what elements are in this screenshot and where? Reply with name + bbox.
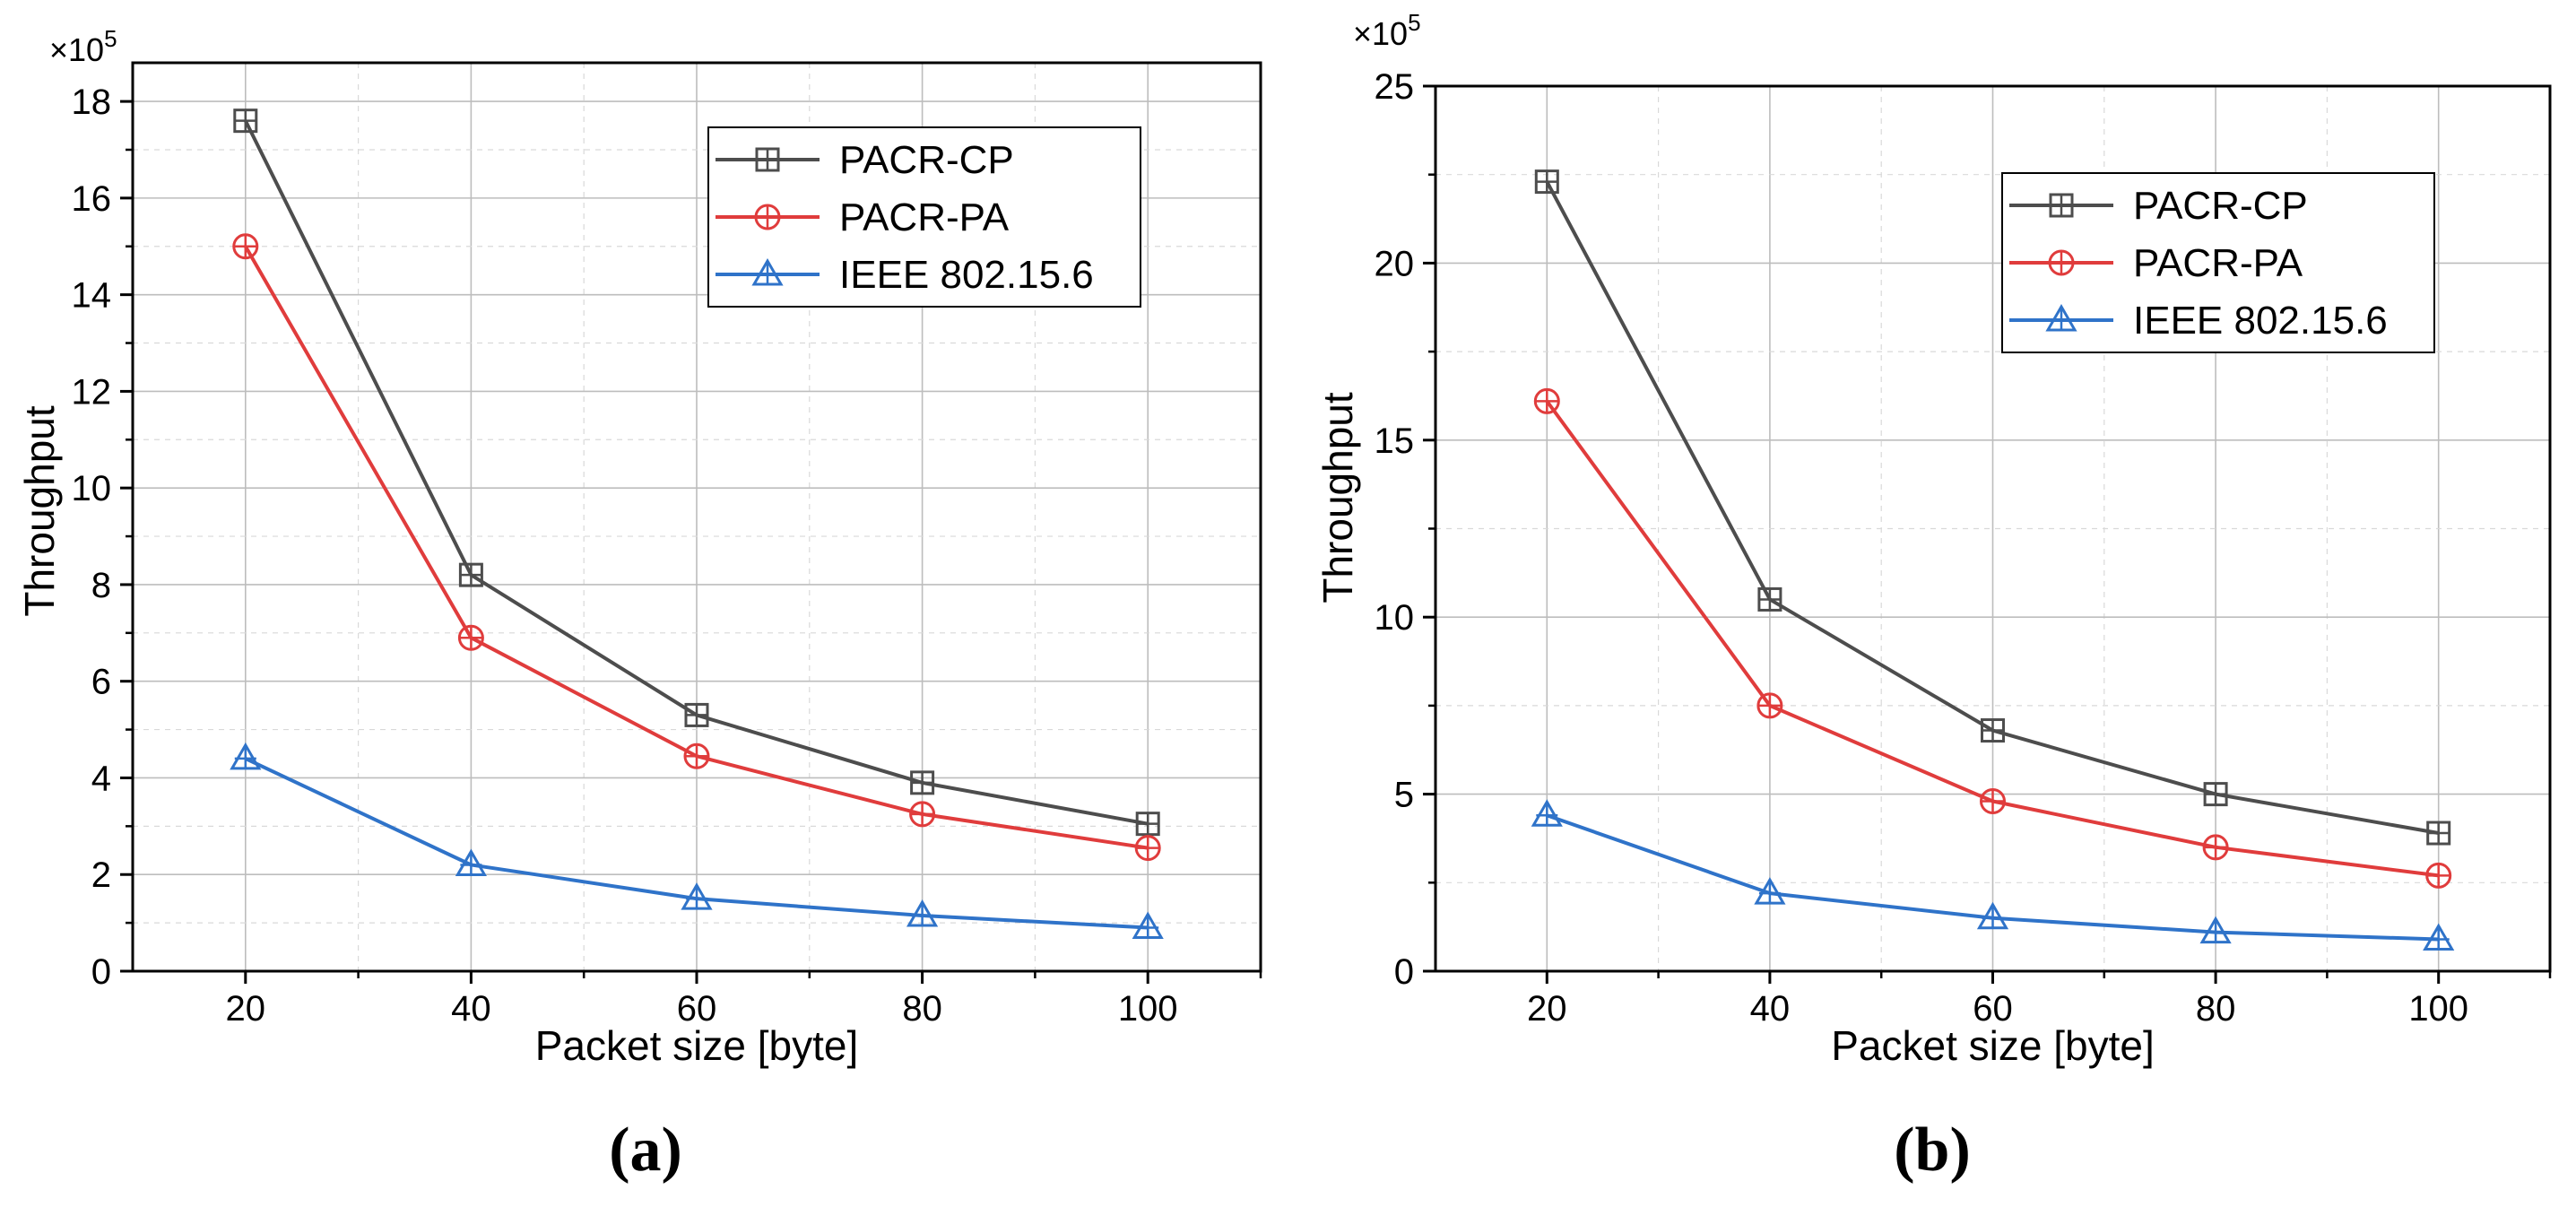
x-tick-label: 20 bbox=[226, 989, 266, 1029]
series-pacr-pa bbox=[1533, 387, 2452, 889]
y-tick-label: 0 bbox=[91, 952, 111, 992]
panel-caption: (b) bbox=[1894, 1116, 1971, 1185]
legend-label: PACR-PA bbox=[839, 195, 1010, 239]
x-tick-label: 100 bbox=[1118, 989, 1178, 1029]
data-point bbox=[909, 801, 936, 828]
y-tick-label: 18 bbox=[72, 82, 112, 122]
y-tick-label: 2 bbox=[91, 855, 111, 895]
y-tick-label: 14 bbox=[72, 276, 112, 316]
chart-panel-b: 20 40 60 80 100 0 5 10 15 20 25 ×105 Packet size [by… bbox=[1314, 9, 2552, 1185]
legend-marker bbox=[754, 204, 781, 230]
x-tick-label: 100 bbox=[2408, 989, 2468, 1029]
y-tick-label: 20 bbox=[1375, 244, 1415, 283]
series-pacr-pa bbox=[232, 233, 1161, 862]
grid bbox=[132, 63, 1262, 971]
series-ieee-802-15-6 bbox=[230, 742, 1164, 940]
y-tick-label: 4 bbox=[91, 759, 111, 798]
y-tick-label: 8 bbox=[91, 566, 111, 605]
x-axis-title: Packet size [byte] bbox=[535, 1022, 859, 1069]
legend-label: PACR-CP bbox=[839, 138, 1014, 182]
y-multiplier-label: ×105 bbox=[49, 25, 117, 68]
legend-label: IEEE 802.15.6 bbox=[2133, 299, 2388, 343]
legend-label: IEEE 802.15.6 bbox=[839, 253, 1094, 297]
data-point bbox=[232, 233, 259, 260]
x-axis-title: Packet size [byte] bbox=[1831, 1022, 2155, 1069]
data-point bbox=[1756, 692, 1783, 719]
data-point bbox=[1134, 835, 1161, 862]
y-axis-title: Throughput bbox=[16, 405, 63, 616]
data-point bbox=[2202, 834, 2229, 861]
series-pacr-cp bbox=[1534, 169, 2451, 846]
legend-marker bbox=[2048, 249, 2075, 276]
y-tick-label: 25 bbox=[1375, 67, 1415, 107]
y-tick-label: 15 bbox=[1375, 421, 1415, 461]
legend: PACR-CP PACR-PA IEEE 802.15.6 bbox=[707, 126, 1141, 308]
data-point bbox=[683, 742, 710, 769]
series-ieee-802-15-6 bbox=[1531, 799, 2455, 951]
x-tick-label: 80 bbox=[902, 989, 942, 1029]
x-tick-label: 60 bbox=[677, 989, 717, 1029]
y-tick-label: 5 bbox=[1394, 776, 1414, 815]
chart-panel-a: 20 40 60 80 100 0 2 4 6 8 10 12 14 16 18 ×105 Packet siz… bbox=[16, 25, 1262, 1185]
data-point bbox=[1533, 387, 1560, 414]
x-tick-label: 40 bbox=[451, 989, 491, 1029]
y-axis-title: Throughput bbox=[1314, 392, 1361, 603]
x-tick-label: 80 bbox=[2196, 989, 2236, 1029]
y-multiplier-exponent: 5 bbox=[104, 25, 117, 52]
legend: PACR-CP PACR-PA IEEE 802.15.6 bbox=[2001, 172, 2435, 353]
legend-label: PACR-PA bbox=[2133, 241, 2303, 285]
panel-caption: (a) bbox=[609, 1116, 682, 1185]
series-pacr-cp bbox=[233, 109, 1160, 837]
data-point bbox=[1980, 787, 2006, 814]
y-tick-label: 16 bbox=[72, 179, 112, 219]
x-tick-label: 60 bbox=[1973, 989, 2013, 1029]
x-tick-label: 20 bbox=[1527, 989, 1567, 1029]
y-tick-label: 6 bbox=[91, 663, 111, 702]
y-tick-label: 12 bbox=[72, 372, 112, 412]
y-multiplier-exponent: 5 bbox=[1408, 9, 1420, 36]
legend-label: PACR-CP bbox=[2133, 184, 2308, 228]
y-tick-label: 10 bbox=[72, 469, 112, 508]
data-point bbox=[457, 624, 484, 651]
y-tick-label: 0 bbox=[1394, 952, 1414, 992]
y-tick-label: 10 bbox=[1375, 598, 1415, 638]
y-multiplier-label: ×105 bbox=[1353, 9, 1421, 52]
x-tick-label: 40 bbox=[1750, 989, 1791, 1029]
grid bbox=[1435, 85, 2551, 971]
data-point bbox=[2425, 862, 2452, 889]
